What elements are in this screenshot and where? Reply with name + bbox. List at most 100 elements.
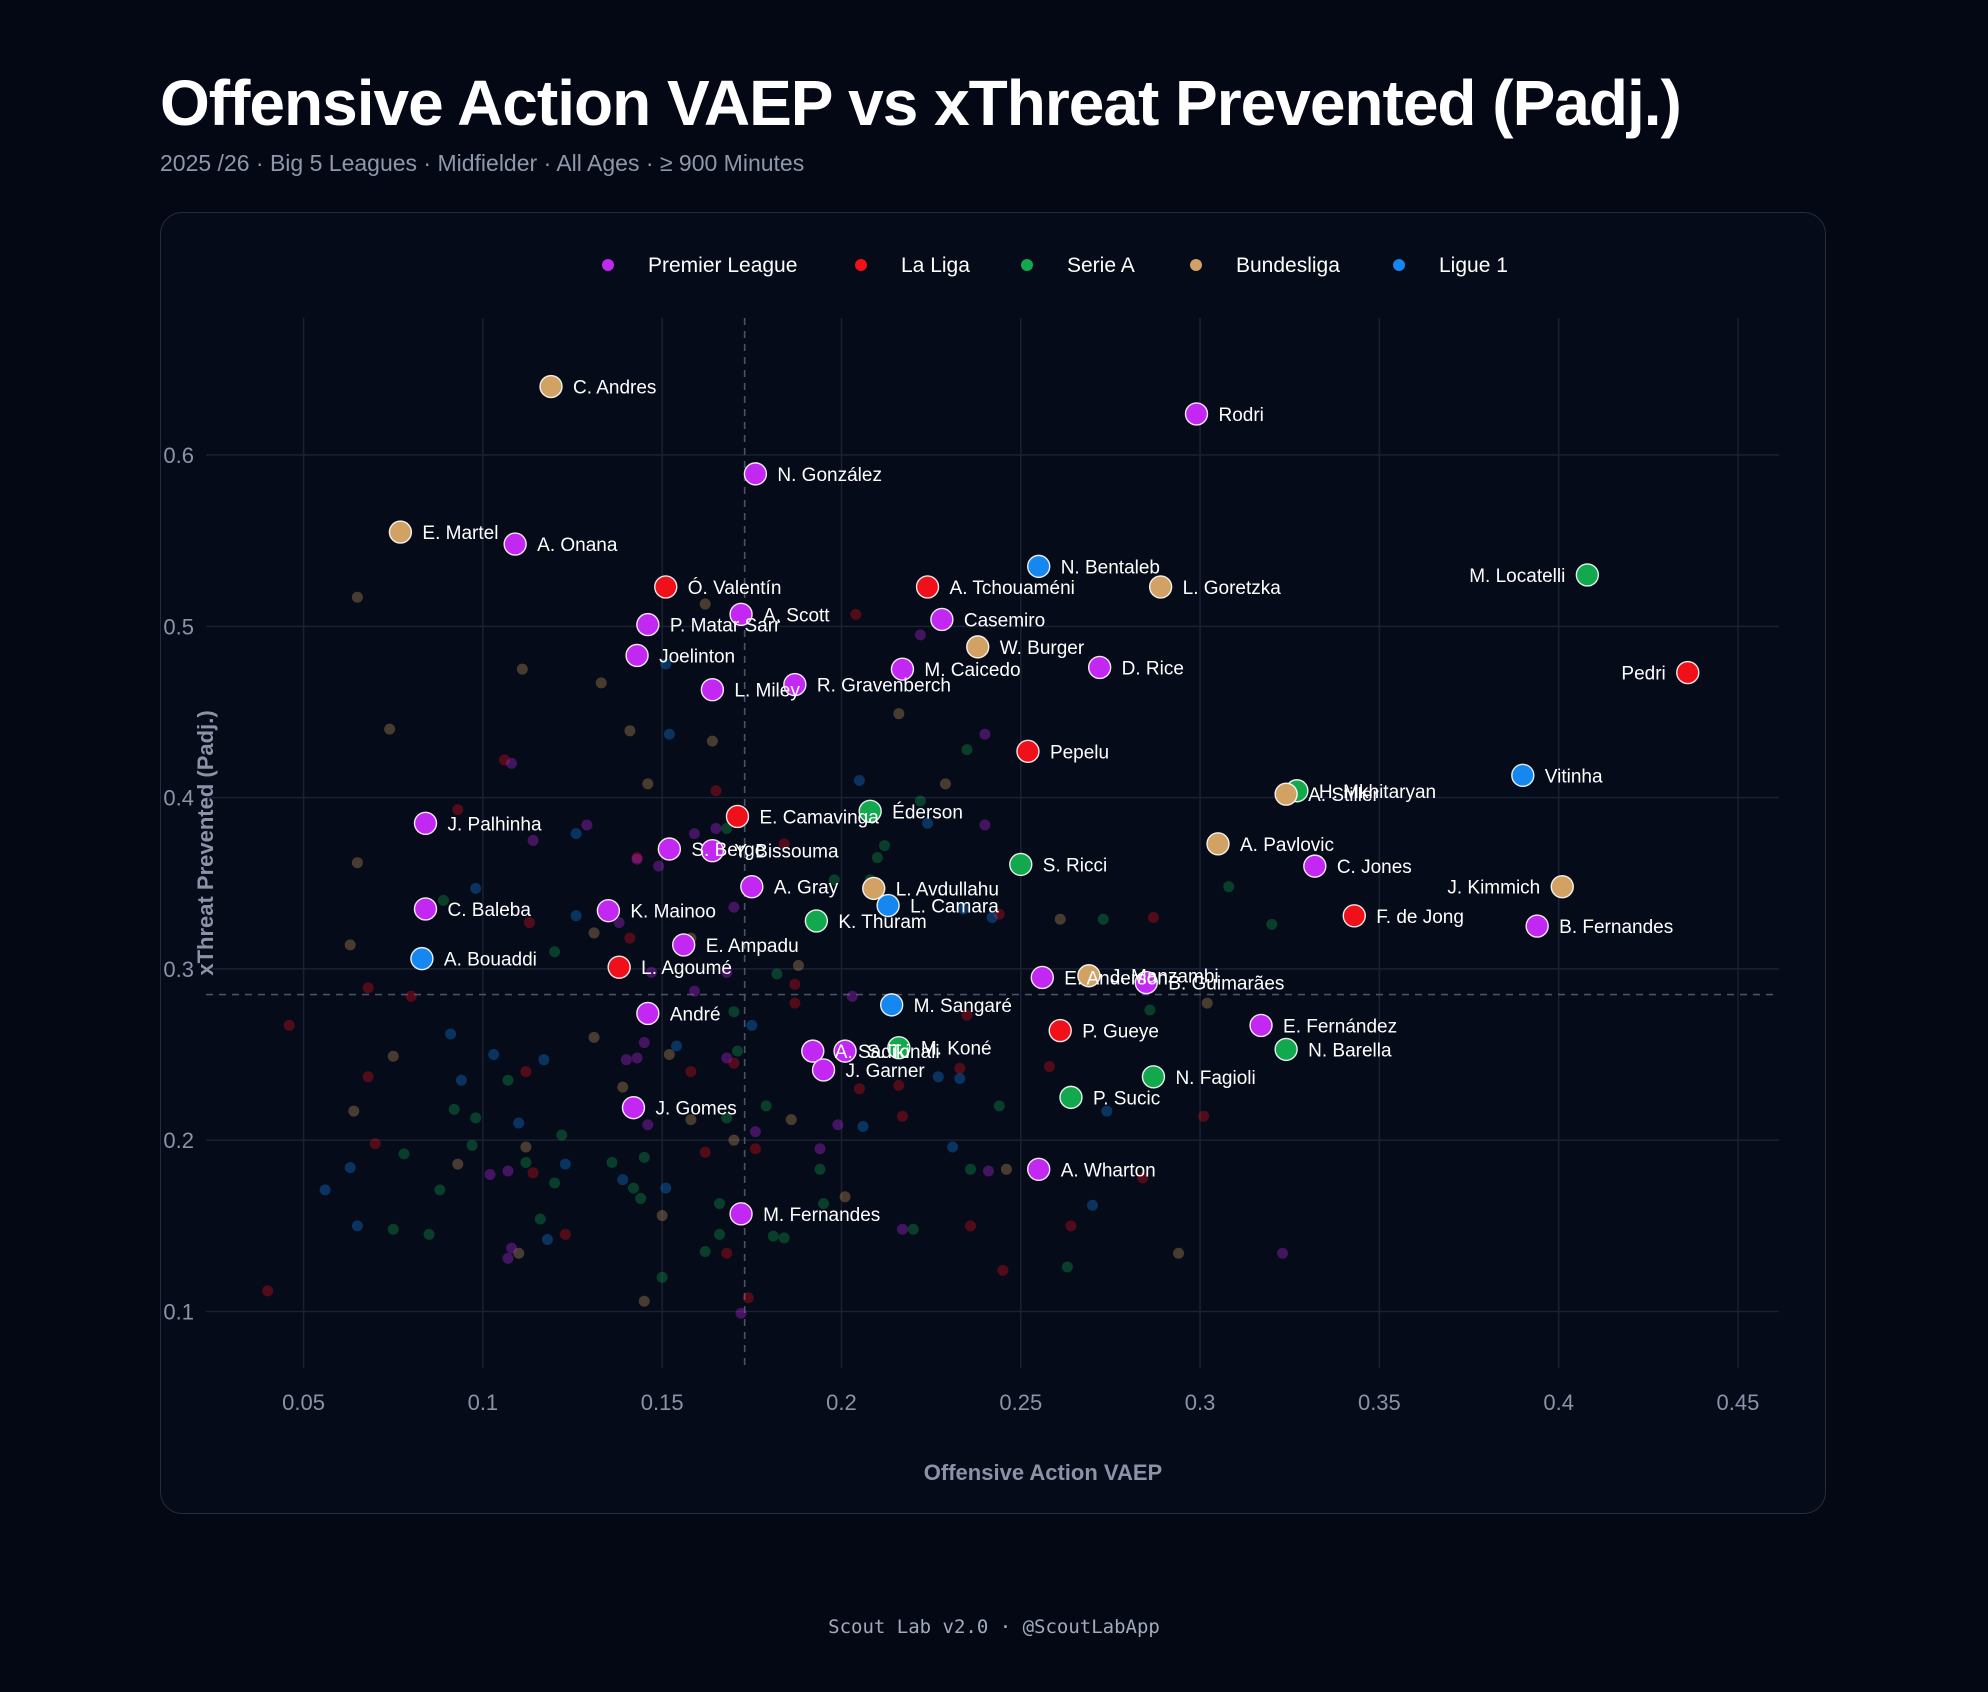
player-point[interactable] xyxy=(1511,763,1535,788)
player-point[interactable] xyxy=(1575,563,1600,587)
background-point xyxy=(1277,1247,1289,1259)
player-point[interactable] xyxy=(413,897,438,921)
background-point xyxy=(369,1138,381,1150)
player-label: J. Garner xyxy=(846,1061,926,1082)
player-point[interactable] xyxy=(876,893,900,918)
player-point[interactable] xyxy=(801,1039,825,1063)
background-point xyxy=(642,1119,654,1131)
player-point[interactable] xyxy=(700,839,725,863)
background-point xyxy=(699,1246,711,1258)
background-point xyxy=(506,1242,518,1254)
player-point[interactable] xyxy=(1048,1018,1072,1043)
player-point[interactable] xyxy=(887,1035,911,1060)
background-point xyxy=(606,1156,618,1168)
background-point xyxy=(513,1247,525,1259)
x-tick-label: 0.25 xyxy=(999,1390,1042,1415)
player-point[interactable] xyxy=(1525,914,1549,938)
player-point[interactable] xyxy=(1342,904,1366,928)
background-point xyxy=(965,1220,977,1232)
player-point[interactable] xyxy=(811,1058,836,1082)
player-point[interactable] xyxy=(1303,854,1327,878)
background-point xyxy=(728,1006,740,1018)
player-point[interactable] xyxy=(1027,554,1051,579)
player-point[interactable] xyxy=(1676,660,1700,685)
player-point[interactable] xyxy=(636,1001,660,1026)
player-point[interactable] xyxy=(725,804,750,829)
player-point[interactable] xyxy=(671,933,696,957)
background-point xyxy=(502,1252,514,1264)
player-point[interactable] xyxy=(1087,655,1112,680)
player-point[interactable] xyxy=(729,1202,753,1226)
player-point[interactable] xyxy=(636,612,660,637)
player-point[interactable] xyxy=(879,993,904,1017)
player-point[interactable] xyxy=(743,462,768,486)
player-point[interactable] xyxy=(783,672,807,697)
player-point[interactable] xyxy=(930,607,954,632)
background-point xyxy=(660,1182,672,1194)
player-point[interactable] xyxy=(388,520,413,544)
player-point[interactable] xyxy=(804,909,829,933)
player-point[interactable] xyxy=(1009,852,1033,877)
player-point[interactable] xyxy=(890,657,915,681)
background-point xyxy=(850,608,862,620)
player-point[interactable] xyxy=(966,635,990,659)
player-point[interactable] xyxy=(654,575,678,599)
player-point[interactable] xyxy=(1077,964,1101,988)
player-label: L. Agoumé xyxy=(641,958,732,979)
background-point xyxy=(620,1054,632,1066)
player-label: J. Kimmich xyxy=(1447,878,1540,899)
background-point xyxy=(939,778,951,790)
player-label: K. Thuram xyxy=(838,912,926,933)
background-point xyxy=(663,1049,675,1061)
background-point xyxy=(965,1163,977,1175)
background-point xyxy=(792,959,804,971)
player-point[interactable] xyxy=(1030,965,1054,990)
background-point xyxy=(527,834,539,846)
player-point[interactable] xyxy=(1016,739,1040,764)
player-point[interactable] xyxy=(1550,874,1574,899)
player-point[interactable] xyxy=(1141,1065,1166,1089)
background-point xyxy=(853,1083,865,1095)
player-point[interactable] xyxy=(413,811,438,836)
median-reference-lines xyxy=(206,318,1779,1368)
background-point xyxy=(1000,1163,1012,1175)
player-point[interactable] xyxy=(1274,782,1298,806)
player-point[interactable] xyxy=(1134,970,1158,995)
player-point[interactable] xyxy=(729,602,753,627)
player-label: A. Wharton xyxy=(1061,1160,1156,1181)
player-point[interactable] xyxy=(596,898,621,923)
background-point xyxy=(638,1037,650,1049)
player-point[interactable] xyxy=(657,837,682,861)
player-point[interactable] xyxy=(1274,1037,1298,1062)
player-point[interactable] xyxy=(858,799,882,824)
background-point xyxy=(871,852,883,864)
player-point[interactable] xyxy=(915,575,940,599)
player-point[interactable] xyxy=(1184,402,1209,426)
x-tick-label: 0.1 xyxy=(468,1390,499,1415)
background-point xyxy=(488,1049,500,1061)
player-point[interactable] xyxy=(410,946,434,971)
player-label: A. Gray xyxy=(774,878,839,899)
player-label: L. Miley xyxy=(734,681,800,702)
player-point[interactable] xyxy=(607,955,631,979)
y-tick-label: 0.1 xyxy=(163,1299,194,1324)
player-label: A. Sadiki xyxy=(835,1042,910,1063)
player-point[interactable] xyxy=(539,374,563,399)
player-point[interactable] xyxy=(833,1039,857,1063)
background-points xyxy=(262,591,1289,1319)
background-point xyxy=(588,927,600,939)
player-point[interactable] xyxy=(1027,1157,1051,1182)
player-point[interactable] xyxy=(1059,1085,1083,1110)
player-point[interactable] xyxy=(700,677,725,702)
player-point[interactable] xyxy=(625,643,649,668)
background-point xyxy=(728,1134,740,1146)
player-point[interactable] xyxy=(740,874,764,899)
player-point[interactable] xyxy=(621,1095,646,1120)
player-point[interactable] xyxy=(1206,832,1230,856)
player-point[interactable] xyxy=(503,532,527,556)
player-point[interactable] xyxy=(1249,1013,1273,1038)
player-point[interactable] xyxy=(1148,575,1173,599)
background-point xyxy=(846,990,858,1002)
background-point xyxy=(549,1177,561,1189)
player-point[interactable] xyxy=(862,876,886,901)
